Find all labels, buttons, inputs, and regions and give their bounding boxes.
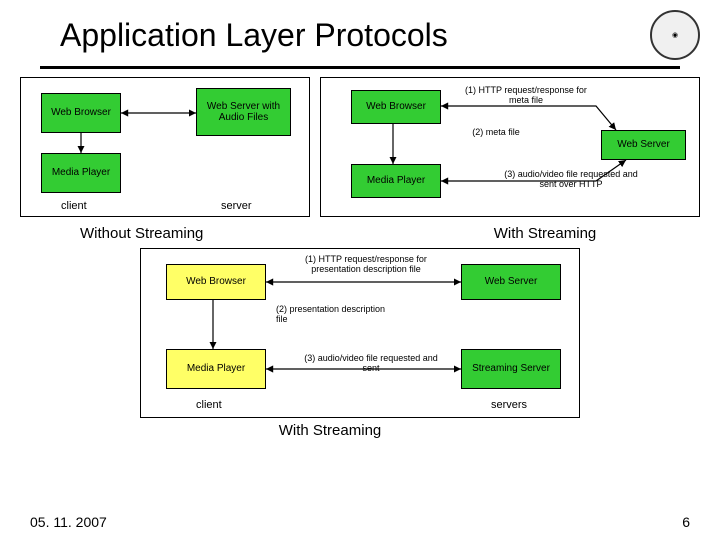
title-underline: [40, 66, 680, 69]
box-web-browser: Web Browser: [351, 90, 441, 124]
diagram-without-streaming: Web Browser Web Server with Audio Files …: [20, 77, 310, 217]
label-client: client: [61, 200, 87, 212]
box-web-server: Web Server: [461, 264, 561, 300]
caption-with-streaming-bottom: With Streaming: [0, 418, 720, 439]
footer-page: 6: [682, 514, 690, 530]
seal-logo: ◉: [650, 10, 700, 60]
label-server: server: [221, 200, 252, 212]
box-web-browser: Web Browser: [41, 93, 121, 133]
annotation-3: (3) audio/video file requested and sent …: [496, 170, 646, 190]
box-web-server: Web Server: [601, 130, 686, 160]
label-client: client: [196, 399, 222, 411]
box-media-player: Media Player: [166, 349, 266, 389]
footer-date: 05. 11. 2007: [30, 514, 107, 530]
annotation-1: (1) HTTP request/response for presentati…: [286, 255, 446, 275]
caption-without-streaming: Without Streaming: [40, 225, 350, 242]
box-web-browser: Web Browser: [166, 264, 266, 300]
box-media-player: Media Player: [41, 153, 121, 193]
box-web-server-audio: Web Server with Audio Files: [196, 88, 291, 136]
page-title: Application Layer Protocols: [60, 17, 650, 54]
annotation-2: (2) presentation description file: [276, 305, 386, 325]
box-streaming-server: Streaming Server: [461, 349, 561, 389]
label-servers: servers: [491, 399, 527, 411]
caption-with-streaming: With Streaming: [350, 225, 680, 242]
diagram-with-streaming-http: Web Browser Media Player Web Server (1) …: [320, 77, 700, 217]
annotation-2: (2) meta file: [456, 128, 536, 138]
annotation-1: (1) HTTP request/response for meta file: [461, 86, 591, 106]
diagram-with-streaming-server: Web Browser Media Player Web Server Stre…: [140, 248, 580, 418]
annotation-3: (3) audio/video file requested and sent: [296, 354, 446, 374]
box-media-player: Media Player: [351, 164, 441, 198]
